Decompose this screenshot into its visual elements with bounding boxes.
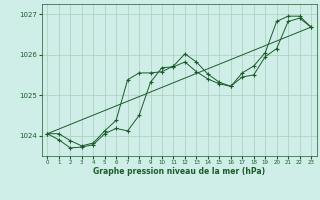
X-axis label: Graphe pression niveau de la mer (hPa): Graphe pression niveau de la mer (hPa) xyxy=(93,167,265,176)
